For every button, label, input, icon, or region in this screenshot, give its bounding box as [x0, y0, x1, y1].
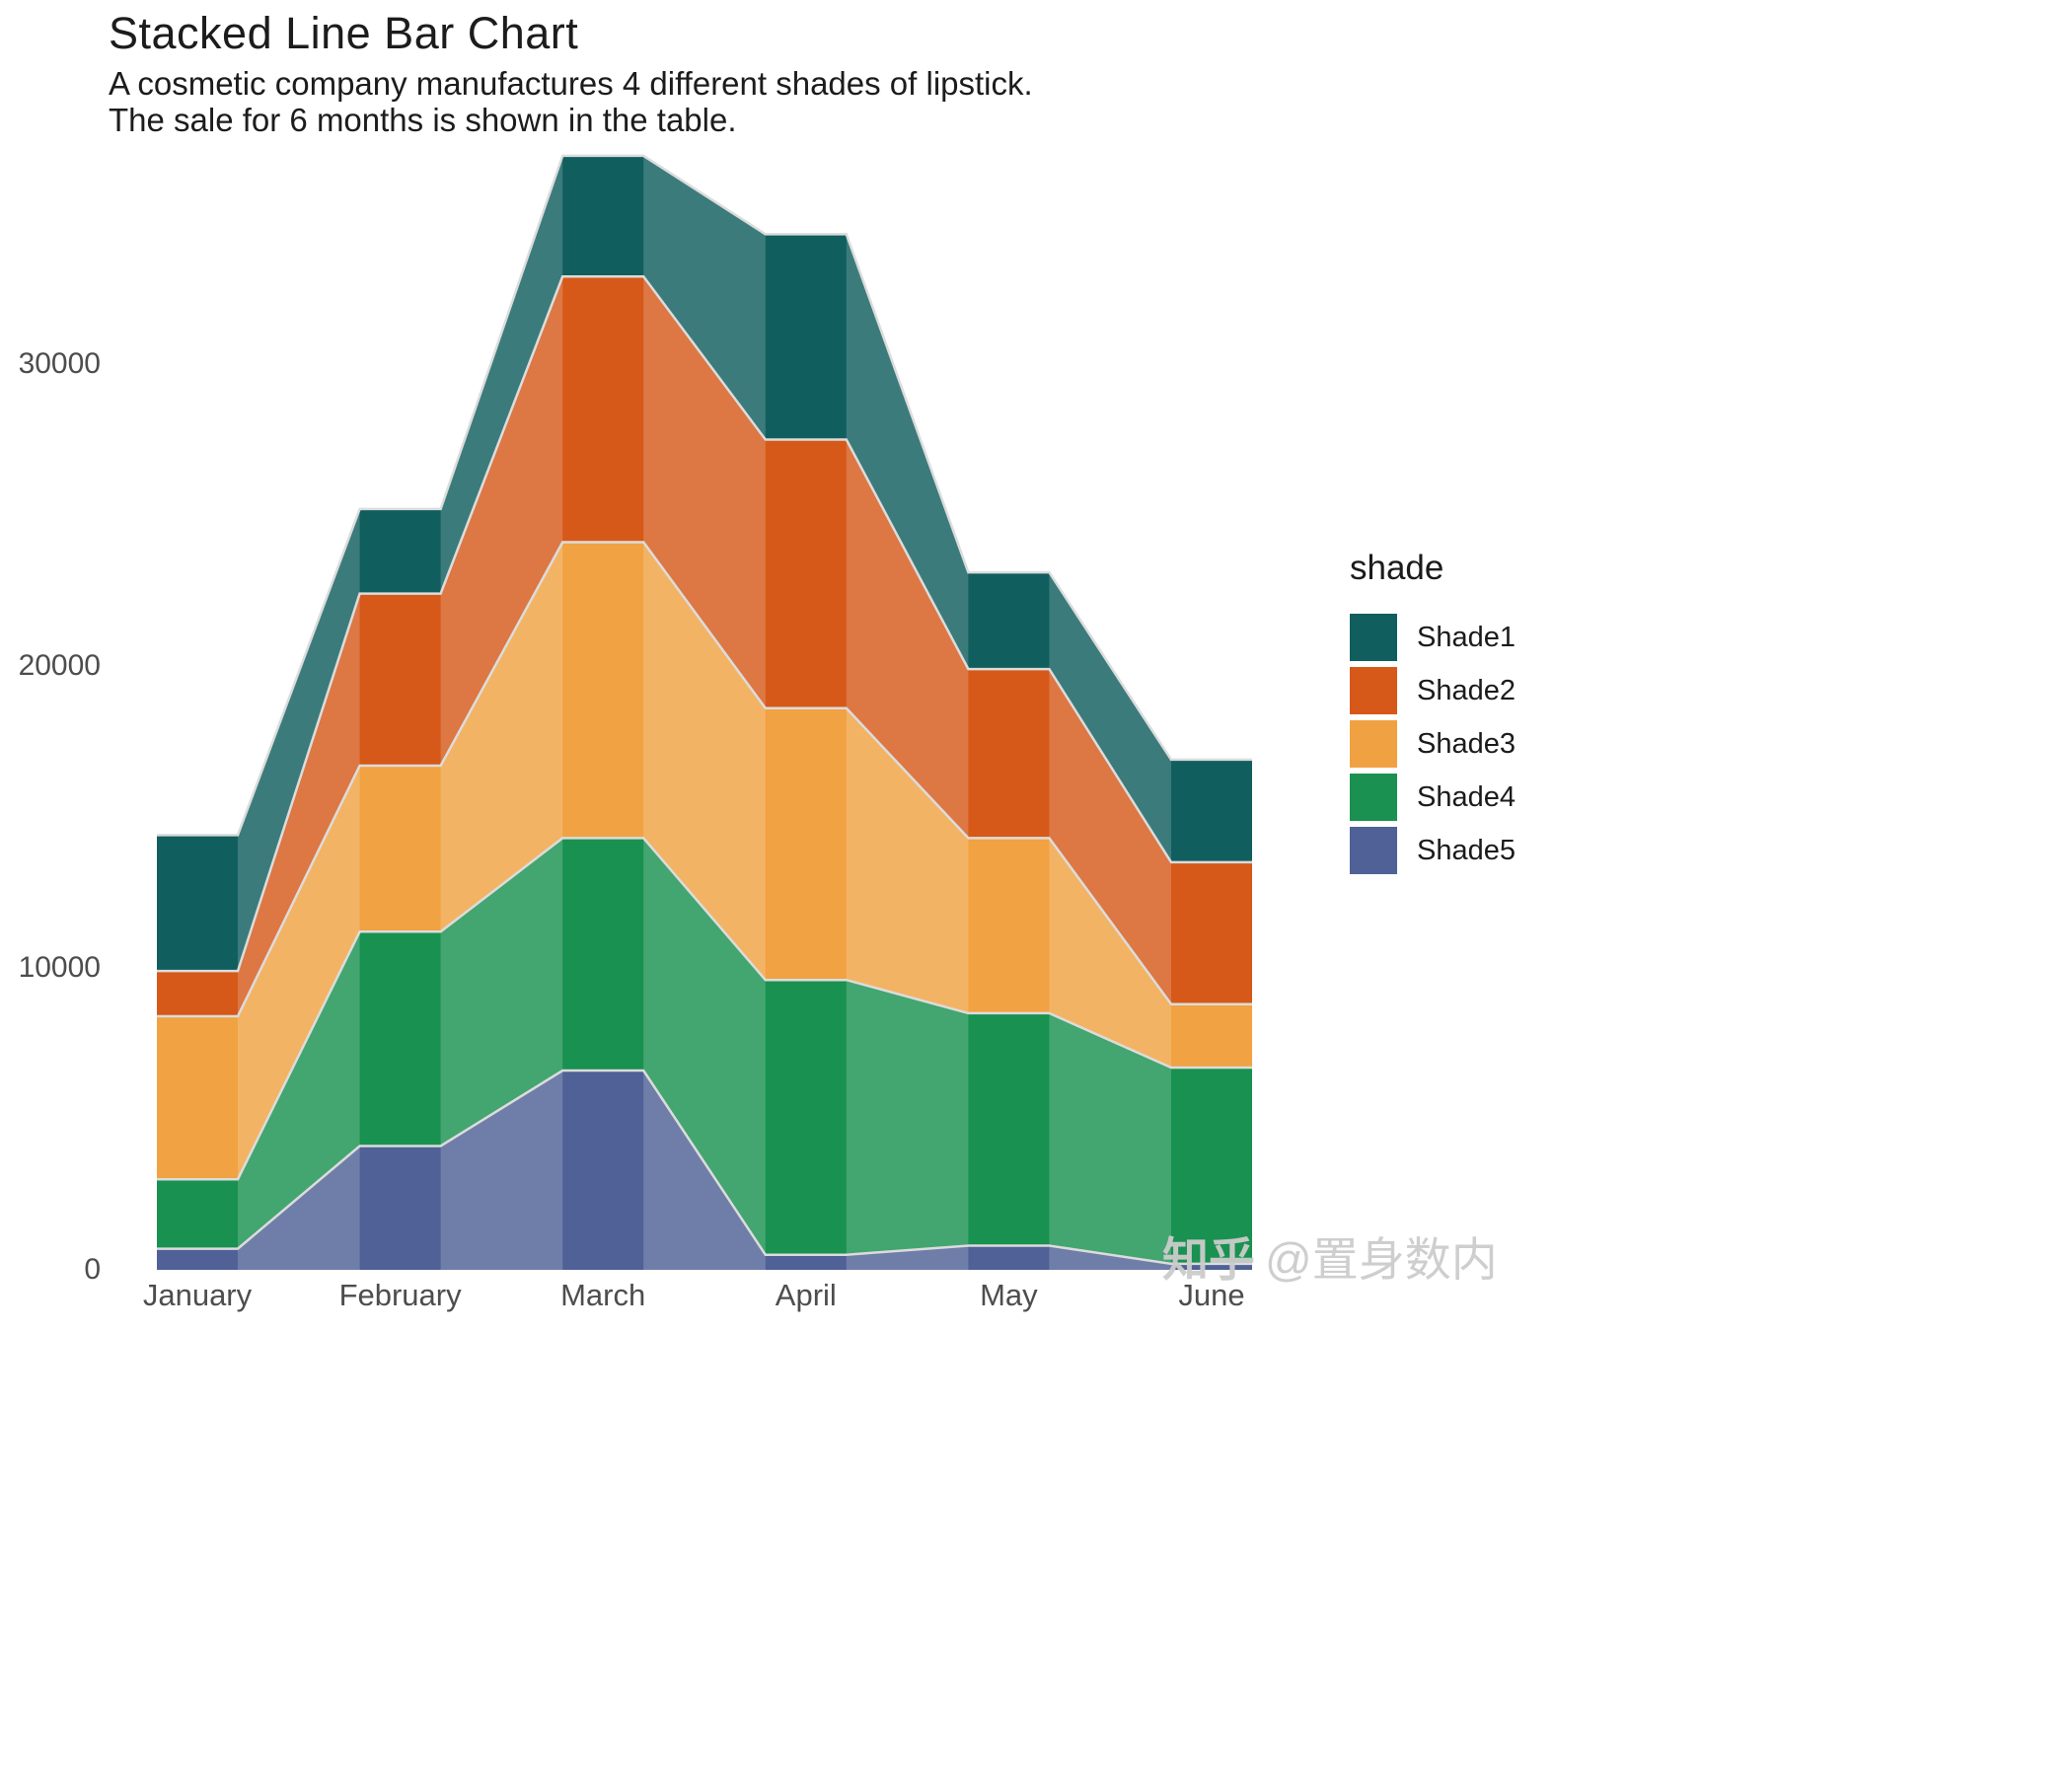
y-tick-label-20000: 20000	[18, 649, 101, 682]
x-tick-label-february: February	[338, 1278, 462, 1312]
x-tick-label-june: June	[1178, 1278, 1245, 1312]
legend-row-shade3: Shade3	[1350, 720, 1516, 768]
legend-swatch-shade5	[1350, 827, 1397, 874]
watermark: 知乎 @置身数内	[1162, 1221, 1498, 1290]
y-tick-label-0: 0	[84, 1253, 101, 1286]
y-tick-label-30000: 30000	[18, 347, 101, 380]
y-tick-label-10000: 10000	[18, 951, 101, 984]
legend-label-shade2: Shade2	[1417, 674, 1516, 706]
legend-swatch-shade4	[1350, 774, 1397, 821]
band-outline-shade4	[157, 837, 1252, 1181]
legend-swatch-shade3	[1350, 720, 1397, 768]
legend-label-shade3: Shade3	[1417, 727, 1516, 760]
chart-title: Stacked Line Bar Chart	[109, 8, 579, 58]
legend-row-shade4: Shade4	[1350, 774, 1516, 821]
band-outline-shade5	[157, 1069, 1252, 1266]
legend-swatch-shade1	[1350, 614, 1397, 661]
legend-row-shade5: Shade5	[1350, 827, 1516, 874]
legend: shade Shade1 Shade2 Shade3 Shade4 Shade5	[1350, 549, 1516, 880]
band-outline-shade2	[157, 275, 1252, 973]
x-tick-label-may: May	[980, 1278, 1038, 1312]
legend-label-shade5: Shade5	[1417, 834, 1516, 866]
legend-items: Shade1 Shade2 Shade3 Shade4 Shade5	[1350, 614, 1516, 874]
band-outline-shade3	[157, 541, 1252, 1018]
legend-label-shade4: Shade4	[1417, 780, 1516, 813]
x-tick-label-april: April	[775, 1278, 837, 1312]
chart-subtitle: A cosmetic company manufactures 4 differ…	[109, 65, 1033, 138]
area-band-shade1	[157, 155, 1252, 972]
area-band-shade4	[157, 838, 1252, 1264]
subtitle-line-2: The sale for 6 months is shown in the ta…	[109, 102, 737, 138]
legend-title: shade	[1350, 549, 1444, 587]
subtitle-line-1: A cosmetic company manufactures 4 differ…	[109, 65, 1033, 102]
legend-row-shade2: Shade2	[1350, 667, 1516, 714]
legend-row-shade1: Shade1	[1350, 614, 1516, 661]
area-band-shade3	[157, 542, 1252, 1180]
watermark-handle: @置身数内	[1265, 1233, 1498, 1286]
legend-swatch-shade2	[1350, 667, 1397, 714]
area-band-shade2	[157, 276, 1252, 1016]
legend-label-shade1: Shade1	[1417, 621, 1516, 653]
watermark-brand: 知乎	[1162, 1233, 1255, 1286]
x-tick-label-march: March	[560, 1278, 646, 1312]
band-outline-shade1	[157, 154, 1252, 837]
x-tick-label-january: January	[142, 1278, 253, 1312]
area-band-shade5	[157, 1071, 1252, 1270]
